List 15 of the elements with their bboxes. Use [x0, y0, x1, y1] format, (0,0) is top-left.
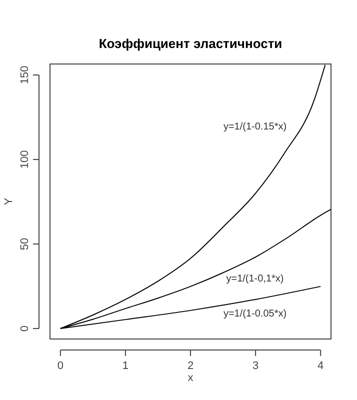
y-tick-label: 100 [19, 150, 31, 169]
chart-title: Коэффициент эластичности [98, 36, 282, 51]
y-tick-label: 150 [19, 66, 31, 84]
x-tick-label: 3 [252, 360, 259, 372]
x-axis-title: x [188, 372, 194, 384]
annotation: y=1/(1-0.05*x) [223, 308, 287, 320]
x-tick-label: 1 [122, 360, 129, 372]
x-tick-label: 4 [318, 360, 324, 372]
y-tick-label: 50 [19, 238, 31, 250]
y-axis-title: Y [3, 197, 15, 206]
x-tick-label: 2 [187, 360, 194, 372]
annotation: y=1/(1-0.15*x) [223, 122, 287, 132]
annotation: y=1/(1-0,1*x) [226, 274, 284, 284]
x-tick-label: 0 [57, 360, 64, 372]
y-tick-label: 0 [19, 325, 31, 332]
